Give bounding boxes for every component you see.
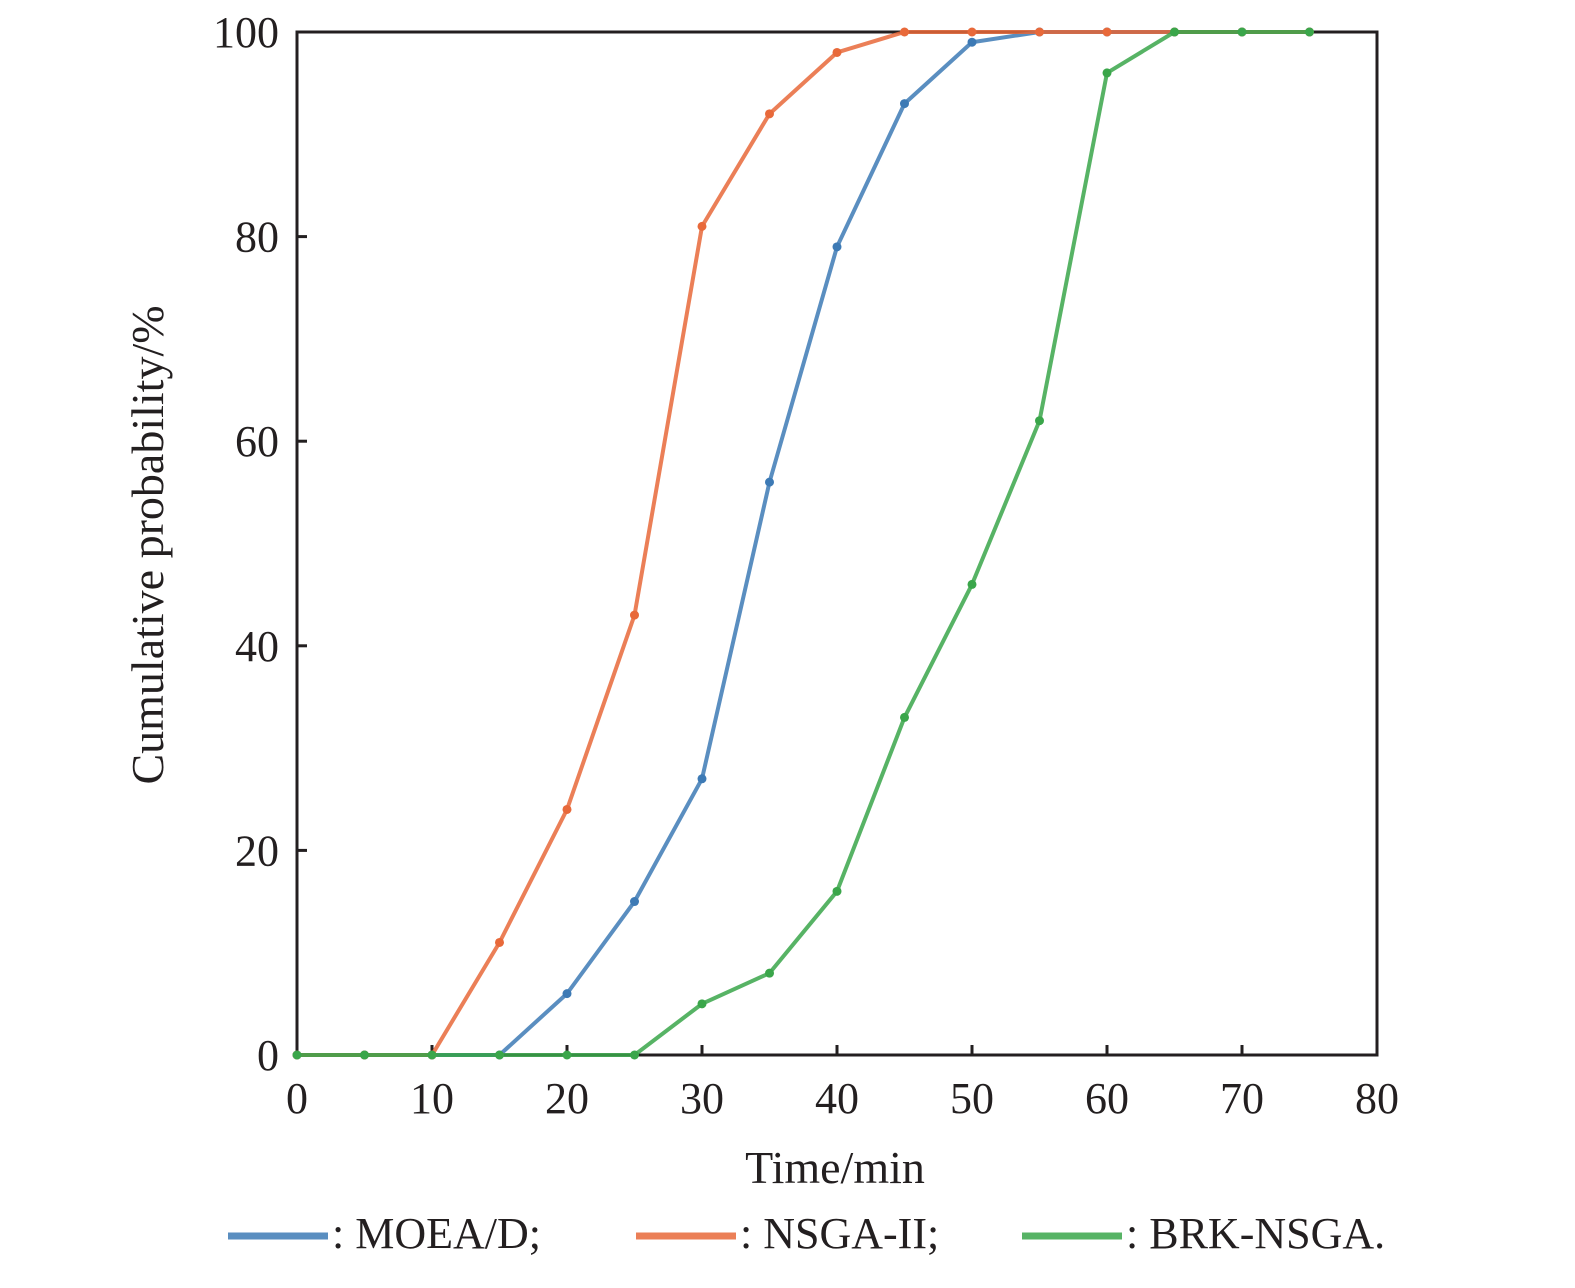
- y-tick-label: 0: [257, 1031, 279, 1080]
- data-point: [900, 99, 909, 109]
- data-point: [1305, 27, 1314, 37]
- data-point: [697, 221, 707, 231]
- data-point: [697, 774, 707, 784]
- data-point: [562, 989, 572, 999]
- data-point: [967, 37, 977, 47]
- data-point: [697, 999, 707, 1009]
- data-point: [765, 968, 774, 978]
- y-tick-label: 100: [213, 8, 279, 57]
- plot-area: 0 10 20 30 40 50 60 70 80 0 20 40 60 80 100: [213, 8, 1399, 1123]
- legend: : MOEA/D; : NSGA-II; : BRK-NSGA.: [228, 1209, 1385, 1258]
- data-point: [1035, 416, 1044, 426]
- y-tick-label: 80: [235, 213, 279, 262]
- data-point: [900, 27, 909, 37]
- x-tick-label: 0: [286, 1074, 308, 1123]
- series-line: [295, 30, 1312, 1057]
- series-line: [295, 30, 1312, 1057]
- data-point: [900, 712, 909, 722]
- data-point: [1102, 27, 1112, 37]
- series-nsga-ii: [292, 27, 1314, 1060]
- series-brk-nsga: [292, 27, 1314, 1060]
- data-point: [1170, 27, 1179, 37]
- x-tick-label: 20: [545, 1074, 589, 1123]
- data-point: [1102, 68, 1112, 78]
- data-point: [967, 27, 977, 37]
- data-point: [495, 937, 504, 947]
- data-point: [360, 1050, 369, 1060]
- data-point: [832, 886, 842, 896]
- series-moea-d: [292, 27, 1314, 1060]
- x-axis-label: Time/min: [745, 1142, 925, 1193]
- legend-label: : BRK-NSGA.: [1126, 1209, 1385, 1258]
- x-tick-label: 40: [815, 1074, 859, 1123]
- y-tick-label: 40: [235, 622, 279, 671]
- data-point: [765, 109, 774, 119]
- data-point: [495, 1050, 504, 1060]
- x-tick-label: 30: [680, 1074, 724, 1123]
- data-point: [630, 1050, 639, 1060]
- data-point: [292, 1050, 302, 1060]
- data-point: [1035, 27, 1044, 37]
- y-tick-label: 60: [235, 417, 279, 466]
- legend-item: : MOEA/D;: [228, 1209, 541, 1258]
- data-point: [427, 1050, 437, 1060]
- series-line: [295, 30, 1312, 1057]
- plot-frame: [295, 30, 1379, 1057]
- x-tick-label: 80: [1355, 1074, 1399, 1123]
- data-point: [832, 47, 842, 57]
- data-point: [630, 610, 639, 620]
- data-point: [967, 579, 977, 589]
- data-point: [562, 1050, 572, 1060]
- data-point: [832, 242, 842, 252]
- data-point: [630, 897, 639, 907]
- y-tick-label: 20: [235, 826, 279, 875]
- legend-item: : BRK-NSGA.: [1022, 1209, 1385, 1258]
- data-point: [765, 477, 774, 487]
- x-tick-label: 50: [950, 1074, 994, 1123]
- legend-item: : NSGA-II;: [636, 1209, 939, 1258]
- legend-label: : MOEA/D;: [332, 1209, 541, 1258]
- x-tick-label: 70: [1220, 1074, 1264, 1123]
- legend-label: : NSGA-II;: [740, 1209, 939, 1258]
- data-point: [562, 804, 572, 814]
- x-tick-label: 60: [1085, 1074, 1129, 1123]
- data-point: [1237, 27, 1247, 37]
- x-tick-label: 10: [410, 1074, 454, 1123]
- y-axis-label: Cumulative probability/%: [122, 305, 173, 784]
